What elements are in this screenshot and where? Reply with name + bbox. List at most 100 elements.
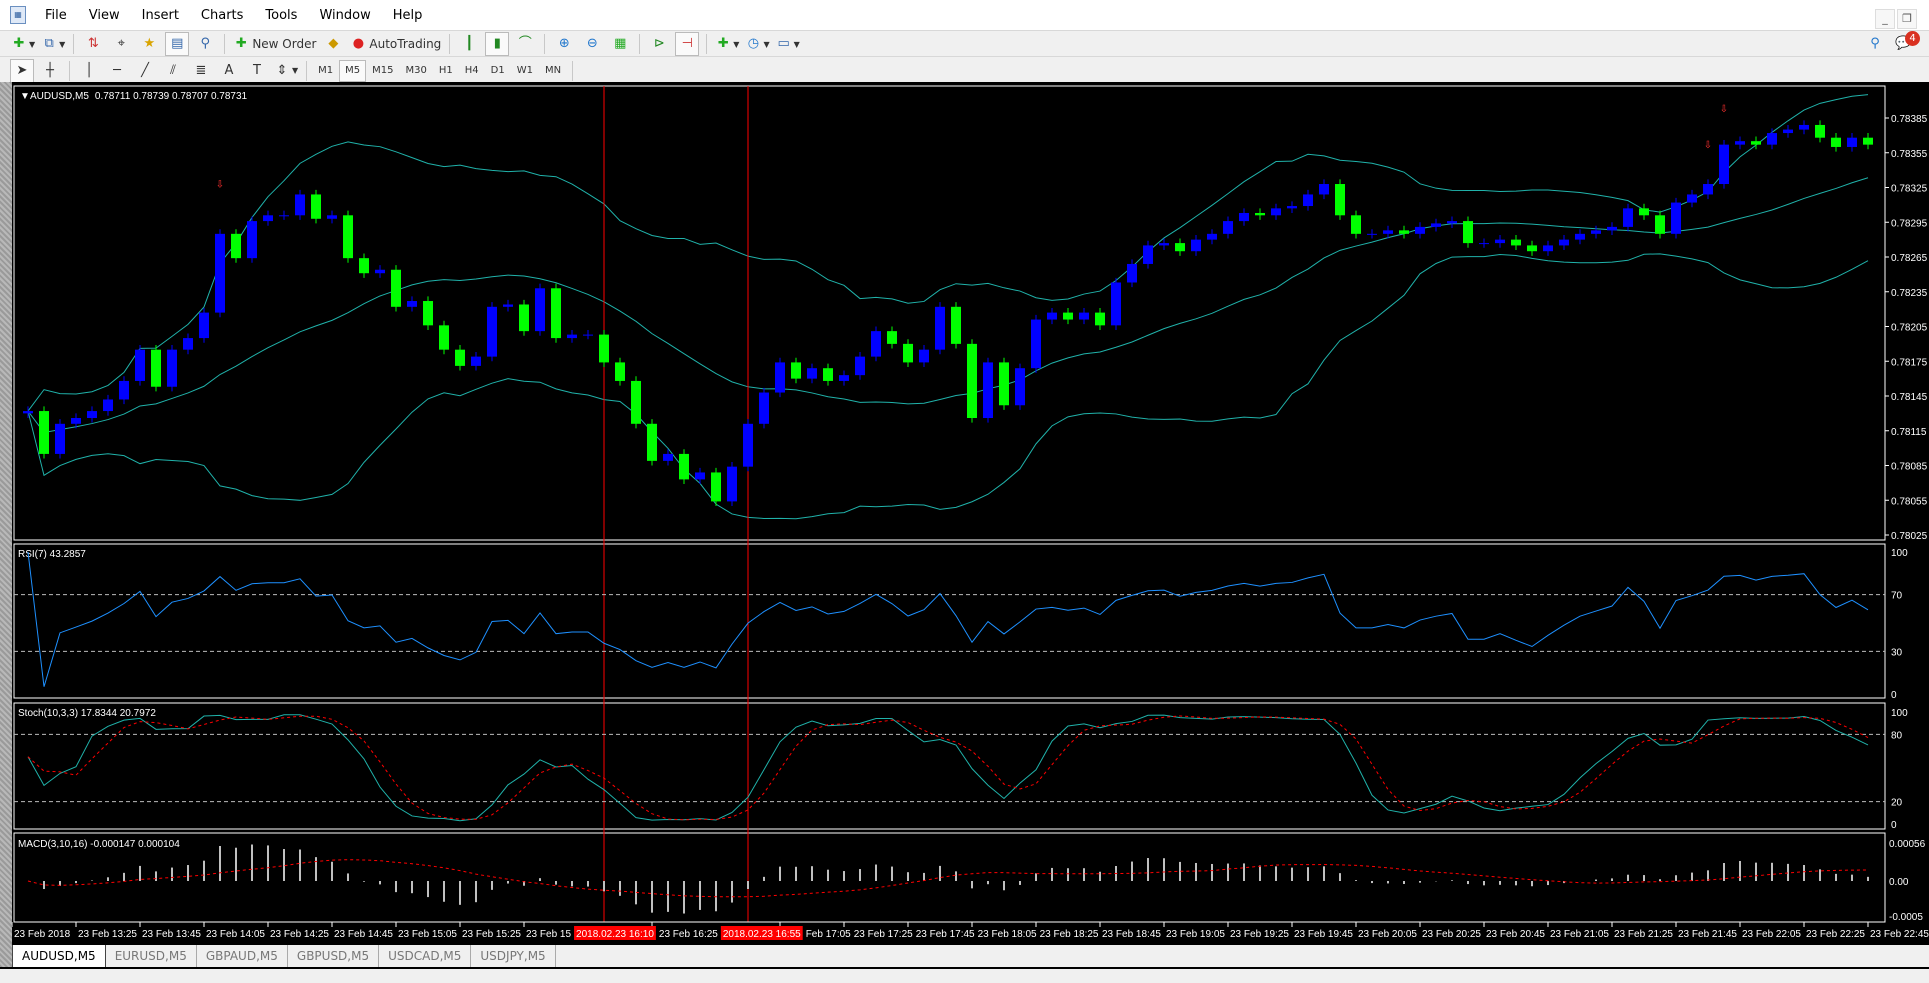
messages-button[interactable]: 💬 4	[1891, 31, 1920, 56]
timeframe-d1[interactable]: D1	[490, 64, 505, 76]
tab-eurusd[interactable]: EURUSD,M5	[106, 945, 197, 968]
stoch-axis-label: 0	[1891, 820, 1897, 831]
timeframe-m5[interactable]: M5	[339, 59, 367, 82]
bear-candle	[647, 423, 657, 461]
menu-insert[interactable]: Insert	[141, 7, 179, 23]
vertical-line-button[interactable]: │	[77, 59, 101, 83]
bull-candle	[167, 349, 177, 387]
chart-collapse-icon[interactable]: ▼	[20, 91, 30, 102]
crosshair-button[interactable]: ┼	[38, 59, 62, 83]
bear-candle	[1399, 230, 1409, 234]
strategy-tester-button[interactable]: ⚲	[193, 32, 217, 56]
menu-window[interactable]: Window	[319, 7, 371, 23]
bar-chart-button[interactable]: ┃	[457, 32, 481, 56]
price-axis-label: 0.78055	[1891, 496, 1928, 507]
profiles-button[interactable]: ⧉ ▼	[40, 32, 66, 56]
navigator-button[interactable]: ★	[137, 32, 161, 56]
bull-candle	[663, 453, 673, 461]
standard-toolbar: ✚ ▼ ⧉ ▼ ⇅ ⌖ ★ ▤ ⚲ ✚ New Order ◆ ● AutoTradin…	[0, 30, 1929, 57]
menu-view[interactable]: View	[88, 7, 120, 23]
rsi-panel-frame	[13, 543, 1886, 699]
bull-candle	[407, 301, 417, 307]
price-axis-label: 0.78115	[1891, 427, 1927, 438]
templates-button[interactable]: ▭ ▼	[777, 36, 800, 51]
metaeditor-button[interactable]: ◆	[321, 32, 345, 56]
bear-candle	[1815, 124, 1825, 138]
tile-windows-button[interactable]: ▦	[608, 32, 632, 56]
macd-signal-line	[27, 859, 1869, 898]
bear-candle	[1527, 245, 1537, 252]
menu-help[interactable]: Help	[392, 7, 423, 23]
indicators-button[interactable]: ✚ ▼	[714, 32, 740, 56]
bull-candle	[983, 362, 993, 419]
chart-shift-button[interactable]: ⊳	[647, 32, 671, 56]
bull-candle	[919, 349, 929, 363]
time-axis-label: 23 Feb 15	[526, 929, 571, 940]
minimize-button[interactable]: _	[1875, 9, 1895, 29]
search-button[interactable]: ⚲	[1863, 32, 1887, 56]
candlestick-button[interactable]: ▮	[485, 32, 510, 56]
time-axis-label: 23 Feb 17:45	[916, 929, 975, 940]
time-axis-label: 23 Feb 21:45	[1678, 929, 1737, 940]
new-chart-button[interactable]: ✚ ▼	[10, 32, 36, 56]
timeframe-w1[interactable]: W1	[516, 64, 533, 76]
metaeditor-icon: ◆	[328, 36, 339, 51]
tab-gbpusd[interactable]: GBPUSD,M5	[288, 945, 380, 968]
new-order-button[interactable]: ✚ New Order	[232, 32, 317, 56]
bull-candle	[1735, 141, 1745, 145]
timeframe-m30[interactable]: M30	[405, 64, 427, 76]
time-axis-label: 23 Feb 17:25	[854, 929, 913, 940]
periods-button[interactable]: ◷ ▼	[744, 32, 770, 56]
timeframe-h1[interactable]: H1	[438, 64, 453, 76]
chart-canvas[interactable]: ▼ AUDUSD,M5 0.78711 0.78739 0.78707 0.78…	[12, 82, 1929, 944]
bear-candle	[1063, 312, 1073, 320]
cursor-button[interactable]: ➤	[10, 58, 34, 83]
text-button[interactable]: A	[217, 59, 241, 83]
bear-candle	[967, 343, 977, 419]
zoom-in-button[interactable]: ⊕	[552, 32, 576, 56]
time-axis-label: 23 Feb 19:05	[1166, 929, 1225, 940]
timeframe-m1[interactable]: M1	[318, 64, 334, 76]
bull-candle	[135, 349, 145, 381]
bull-candle	[23, 411, 33, 414]
timeframe-mn[interactable]: MN	[544, 64, 562, 76]
data-window-button[interactable]: ⌖	[109, 32, 133, 56]
bull-candle	[71, 418, 81, 424]
line-chart-icon: ⌒	[518, 36, 532, 51]
text-label-button[interactable]: T	[245, 59, 269, 83]
arrows-button[interactable]: ⇕ ▼	[273, 59, 299, 83]
horizontal-line-button[interactable]: ─	[105, 59, 129, 83]
tab-usdjpy[interactable]: USDJPY,M5	[471, 945, 556, 968]
new-chart-icon: ✚	[13, 36, 25, 51]
line-chart-button[interactable]: ⌒	[513, 32, 537, 56]
restore-button[interactable]: ❐	[1897, 9, 1917, 29]
bull-candle	[759, 392, 769, 424]
notification-badge: 4	[1905, 31, 1920, 46]
bull-candle	[103, 399, 113, 412]
stoch-main-line	[27, 714, 1869, 822]
tab-usdcad[interactable]: USDCAD,M5	[379, 945, 472, 968]
zoom-out-button[interactable]: ⊖	[580, 32, 604, 56]
time-axis-label: 23 Feb 2018	[14, 929, 71, 940]
menu-file[interactable]: File	[45, 7, 67, 23]
autoscroll-button[interactable]: ⊣	[675, 32, 700, 56]
time-axis-label: 23 Feb 13:25	[78, 929, 137, 940]
macd-axis-label: -0.0005	[1889, 912, 1923, 923]
tab-gbpaud[interactable]: GBPAUD,M5	[197, 945, 288, 968]
menu-tools[interactable]: Tools	[265, 7, 298, 23]
fibonacci-button[interactable]: ≣	[189, 59, 213, 83]
tab-audusd[interactable]: AUDUSD,M5	[12, 945, 106, 968]
chart-window[interactable]: ▼ AUDUSD,M5 0.78711 0.78739 0.78707 0.78…	[12, 82, 1929, 944]
equidistant-channel-button[interactable]: ⫽	[161, 59, 185, 83]
stoch-panel-frame	[13, 702, 1886, 830]
timeframe-m15[interactable]: M15	[372, 64, 394, 76]
timeframe-h4[interactable]: H4	[464, 64, 479, 76]
bear-candle	[1095, 312, 1105, 326]
market-watch-button[interactable]: ⇅	[81, 32, 105, 56]
menu-charts[interactable]: Charts	[200, 7, 244, 23]
trendline-button[interactable]: ╱	[133, 59, 157, 83]
autotrading-button[interactable]: ● AutoTrading	[349, 32, 442, 56]
terminal-button[interactable]: ▤	[165, 32, 190, 56]
bull-candle	[1079, 312, 1089, 320]
bull-candle	[87, 411, 97, 419]
